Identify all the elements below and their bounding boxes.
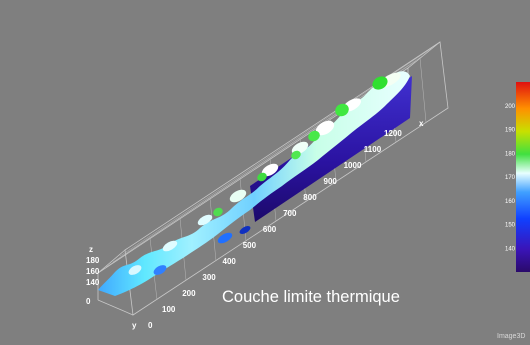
y-axis-label: y [132,321,137,330]
colorbar-tick-150: 150 [505,223,516,229]
x-axis-label: x [419,119,424,128]
y-tick-0: 0 [148,321,153,330]
colorbar-tick-180: 180 [505,151,516,157]
colorbar-tick-140: 140 [505,246,516,252]
z-axis-label: z [89,245,93,254]
colorbar-tick-200: 200 [505,104,516,110]
x-tick-1100: 1100 [364,145,382,154]
colorbar-tick-170: 170 [505,175,516,181]
z-tick-180: 180 [86,256,100,265]
x-tick-1000: 1000 [344,161,362,170]
x-axis: x 100 200 300 400 500 600 700 800 900 10001100120… [162,119,424,314]
thermal-surface [98,71,412,296]
plot-caption: Couche limite thermique [222,288,400,306]
colorbar-tick-190: 190 [505,128,516,134]
x-tick-700: 700 [283,209,297,218]
surface-peaks [153,76,388,275]
x-tick-800: 800 [303,193,317,202]
x-tick-500: 500 [243,241,257,250]
z-tick-140: 140 [86,278,100,287]
x-tick-100: 100 [162,305,176,314]
x-tick-1200: 1200 [384,129,402,138]
x-tick-600: 600 [263,225,277,234]
x-tick-200: 200 [182,289,196,298]
colorbar-gradient [516,82,530,272]
x-tick-300: 300 [202,273,216,282]
surface-plot: x 100 200 300 400 500 600 700 800 900 10001100120… [86,41,449,330]
watermark: Image3D [497,333,526,340]
z-axis: z 180 160 140 0 [86,245,100,306]
z-origin-label: 0 [86,297,91,306]
x-tick-900: 900 [324,177,338,186]
y-axis: y 0 [132,321,153,330]
x-tick-400: 400 [223,257,237,266]
colorbar-tick-160: 160 [505,199,516,205]
z-tick-160: 160 [86,267,100,276]
colorbar: 140 150 160 170 180 190 200 [505,82,530,272]
